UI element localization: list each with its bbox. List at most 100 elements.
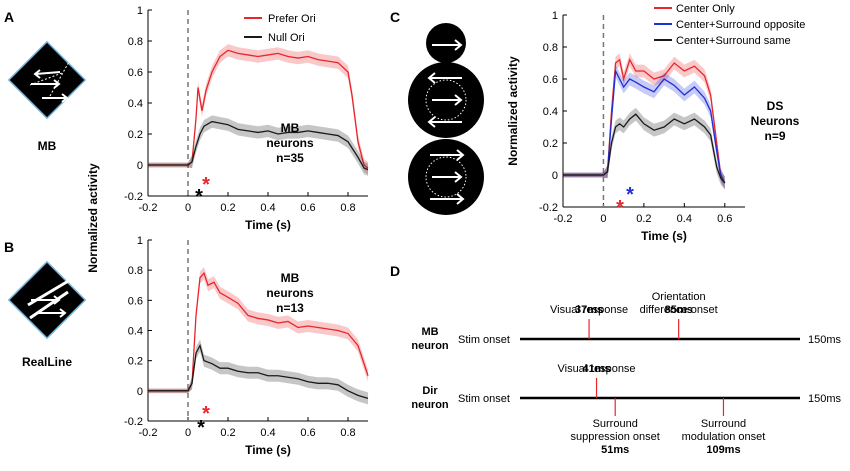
x-axis-label: Time (s) bbox=[245, 443, 291, 457]
panel-label-d: D bbox=[390, 263, 400, 279]
y-tick-label: 0.2 bbox=[128, 356, 143, 368]
timeline-row-name: neuron bbox=[411, 340, 449, 352]
mb-icon-label: MB bbox=[38, 139, 57, 153]
chart-annotation: MB bbox=[281, 121, 300, 135]
chart-panel-a: -0.2 0 0.2 0.4 0.6 0.8 1 -0.2 0 0.2 0.4 0.6 0.8 Time … bbox=[124, 5, 369, 232]
x-tick-label: 0.8 bbox=[340, 202, 355, 214]
x-tick-label: -0.2 bbox=[139, 202, 158, 214]
event-label: difference onset bbox=[640, 304, 718, 316]
event-label: Orientation bbox=[652, 291, 706, 303]
event-value: 51ms bbox=[601, 444, 629, 456]
x-tick-label: -0.2 bbox=[139, 427, 158, 439]
y-tick-label: 0.6 bbox=[128, 67, 143, 79]
timeline-end-label: 150ms bbox=[808, 393, 842, 405]
series-error-band bbox=[148, 339, 368, 405]
x-tick-label: 0.2 bbox=[636, 213, 651, 225]
x-tick-label: 0.4 bbox=[260, 202, 275, 214]
event-value: 85ms bbox=[665, 304, 693, 316]
realline-icon-label: RealLine bbox=[22, 355, 72, 369]
x-tick-label: 0 bbox=[185, 427, 191, 439]
legend-c-same: Center+Surround same bbox=[676, 35, 791, 47]
x-tick-label: 0.8 bbox=[340, 427, 355, 439]
x-tick-label: 0 bbox=[600, 213, 606, 225]
y-tick-label: -0.2 bbox=[539, 202, 558, 214]
timeline-row-name: neuron bbox=[411, 399, 449, 411]
series-error-band bbox=[563, 107, 725, 190]
chart-annotation: n=35 bbox=[276, 151, 304, 165]
x-tick-label: 0 bbox=[185, 202, 191, 214]
center-surround-stimulus-icons bbox=[408, 23, 484, 215]
chart-panel-b: -0.2 0 0.2 0.4 0.6 0.8 1 -0.2 0 0.2 0.4 0.6 0.8 Time … bbox=[124, 235, 369, 457]
mb-stimulus-icon bbox=[7, 40, 87, 120]
legend-a: Prefer Ori Null Ori bbox=[244, 13, 316, 44]
timeline-start-label: Stim onset bbox=[458, 393, 510, 405]
x-axis-label: Time (s) bbox=[641, 229, 687, 243]
significance-asterisk: * bbox=[195, 186, 203, 208]
y-tick-label: 0.2 bbox=[543, 138, 558, 150]
y-tick-label: -0.2 bbox=[124, 191, 143, 203]
x-tick-label: 0.4 bbox=[677, 213, 692, 225]
legend-a-prefer: Prefer Ori bbox=[268, 13, 316, 25]
significance-asterisk: * bbox=[197, 417, 205, 439]
y-tick-label: 1 bbox=[137, 5, 143, 17]
x-tick-label: 0.6 bbox=[300, 427, 315, 439]
chart-annotation: Neurons bbox=[751, 114, 800, 128]
x-tick-label: 0.2 bbox=[220, 427, 235, 439]
y-tick-label: -0.2 bbox=[124, 416, 143, 428]
event-value: 37ms bbox=[575, 304, 603, 316]
series-error-band bbox=[148, 267, 368, 394]
significance-asterisk: * bbox=[616, 197, 624, 219]
chart-annotation: n=13 bbox=[276, 301, 304, 315]
ylabel-ab: Normalized activity bbox=[86, 163, 100, 273]
timeline-start-label: Stim onset bbox=[458, 334, 510, 346]
y-tick-label: 0.4 bbox=[128, 98, 143, 110]
x-tick-label: 0.6 bbox=[300, 202, 315, 214]
x-tick-label: 0.4 bbox=[260, 427, 275, 439]
y-tick-label: 1 bbox=[552, 10, 558, 22]
y-tick-label: 0 bbox=[137, 386, 143, 398]
x-tick-label: -0.2 bbox=[554, 213, 573, 225]
y-tick-label: 0.4 bbox=[543, 106, 558, 118]
series-line bbox=[148, 271, 369, 392]
event-label: modulation onset bbox=[682, 431, 766, 443]
y-tick-label: 0.8 bbox=[128, 265, 143, 277]
timeline-row-name: Dir bbox=[422, 385, 438, 397]
x-tick-label: 0.6 bbox=[717, 213, 732, 225]
series-error-band bbox=[148, 115, 368, 176]
event-label: Surround bbox=[593, 418, 638, 430]
significance-asterisk: * bbox=[202, 174, 210, 196]
event-label: Visual response bbox=[550, 304, 628, 316]
chart-annotation: n=9 bbox=[764, 129, 785, 143]
timeline-row-name: MB bbox=[421, 326, 438, 338]
chart-annotation: neurons bbox=[266, 136, 314, 150]
chart-annotation: neurons bbox=[266, 286, 314, 300]
y-tick-label: 0 bbox=[137, 160, 143, 172]
event-label: suppression onset bbox=[571, 431, 660, 443]
legend-c: Center Only Center+Surround opposite Cen… bbox=[651, 2, 847, 48]
y-axis-label: Normalized activity bbox=[506, 56, 520, 166]
timeline-end-label: 150ms bbox=[808, 334, 842, 346]
series-line bbox=[563, 113, 726, 184]
event-label: Visual response bbox=[557, 363, 635, 375]
chart-annotation: DS bbox=[767, 99, 784, 113]
series-line bbox=[148, 343, 369, 399]
realline-stimulus-icon bbox=[7, 260, 87, 340]
chart-annotation: MB bbox=[281, 271, 300, 285]
panel-label-a: A bbox=[4, 9, 14, 25]
series-line bbox=[148, 49, 369, 169]
legend-c-opposite: Center+Surround opposite bbox=[676, 19, 805, 31]
event-label: Surround bbox=[701, 418, 746, 430]
y-tick-label: 0.8 bbox=[543, 42, 558, 54]
y-tick-label: 0.6 bbox=[128, 295, 143, 307]
series-error-band bbox=[563, 53, 725, 190]
y-tick-label: 0.8 bbox=[128, 36, 143, 48]
chart-panel-c: -0.2 0 0.2 0.4 0.6 0.8 1 -0.2 0 0.2 0.4 0.6 Time (s)… bbox=[506, 10, 800, 243]
series-line bbox=[563, 68, 726, 184]
panel-label-b: B bbox=[4, 239, 14, 255]
y-tick-label: 1 bbox=[137, 235, 143, 247]
y-tick-label: 0.6 bbox=[543, 74, 558, 86]
legend-c-center-only: Center Only bbox=[676, 3, 735, 15]
y-tick-label: 0.4 bbox=[128, 326, 143, 338]
